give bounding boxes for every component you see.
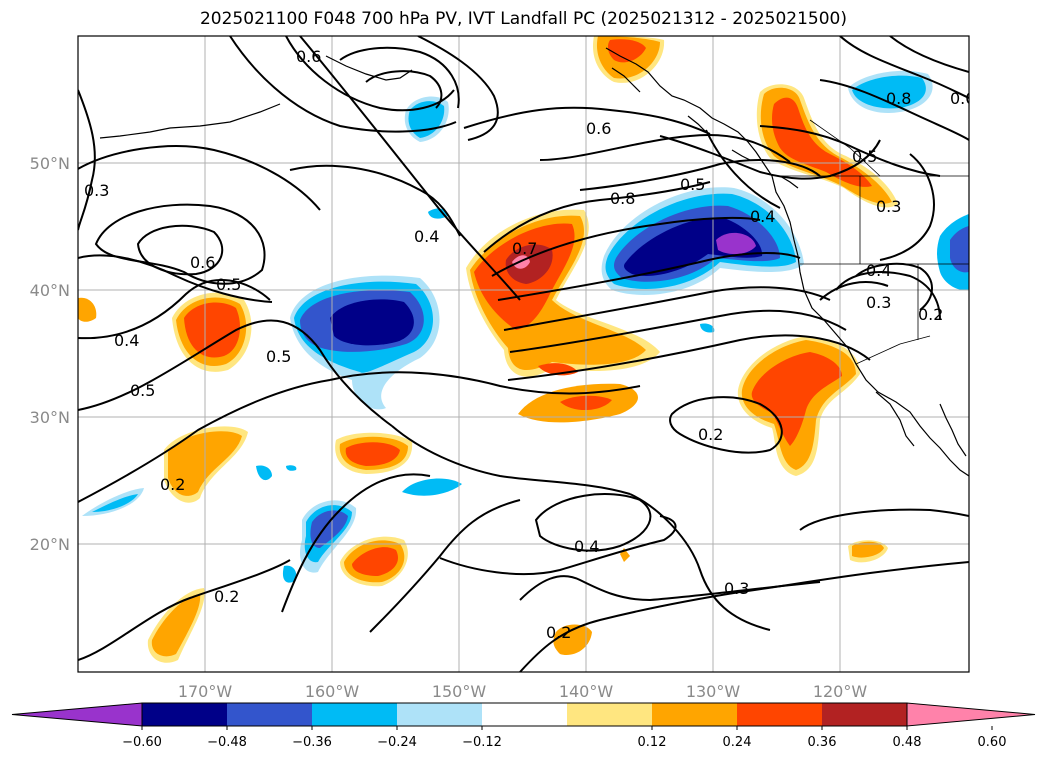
- colorbar-segment: [567, 703, 652, 726]
- lon-label: 120°W: [813, 682, 868, 701]
- contour-label: 0.5: [680, 175, 705, 194]
- colorbar-segment: [822, 703, 907, 726]
- lon-label: 130°W: [686, 682, 741, 701]
- colorbar-tick-label: 0.24: [723, 735, 752, 750]
- contour-label: 0.3: [866, 293, 891, 312]
- contour-label: 0.8: [886, 89, 911, 108]
- lon-label: 150°W: [432, 682, 487, 701]
- contour-label: 0.0: [950, 89, 975, 108]
- lat-label: 50°N: [30, 154, 70, 173]
- lon-label: 160°W: [305, 682, 360, 701]
- contour-label: 0.7: [512, 239, 537, 258]
- colorbar-tick-label: −0.36: [292, 735, 332, 750]
- lat-label: 30°N: [30, 408, 70, 427]
- colorbar-tick-label: −0.48: [207, 735, 247, 750]
- lon-label: 170°W: [178, 682, 233, 701]
- contour-lines: [78, 36, 969, 672]
- contour-label: 0.5: [216, 275, 241, 294]
- colorbar-tick-label: −0.24: [377, 735, 417, 750]
- positive-anomaly-coast: [737, 336, 860, 476]
- colorbar-tick-label: −0.60: [122, 735, 162, 750]
- colorbar-tick-label: −0.12: [462, 735, 502, 750]
- contour-label: 0.4: [574, 537, 599, 556]
- colorbar-segment: [737, 703, 822, 726]
- contour-label: 0.6: [586, 119, 611, 138]
- lon-label: 140°W: [559, 682, 614, 701]
- contour-label: 0.2: [698, 425, 723, 444]
- contour-label: 0.8: [610, 189, 635, 208]
- lat-label: 20°N: [30, 535, 70, 554]
- colorbar-segment: [312, 703, 397, 726]
- contour-label: 0.3: [724, 579, 749, 598]
- contour-label: 0.5: [130, 381, 155, 400]
- contour-label: 0.5: [852, 147, 877, 166]
- colorbar-tick-label: 0.12: [638, 735, 667, 750]
- coastlines: [99, 47, 969, 477]
- contour-label: 0.4: [114, 331, 139, 350]
- contour-label: 0.4: [866, 261, 891, 280]
- contour-label: 0.3: [876, 197, 901, 216]
- lon-labels: 170°W 160°W 150°W 140°W 130°W 120°W: [178, 682, 868, 701]
- contour-label: 0.3: [84, 181, 109, 200]
- colorbar-extend-max: [906, 702, 1036, 727]
- colorbar-extend-min: [11, 702, 143, 727]
- positive-anomaly-edge: [78, 297, 97, 322]
- contour-label: 0.6: [190, 253, 215, 272]
- negative-anomaly-small: [402, 478, 462, 496]
- positive-anomaly-tropics: [340, 536, 408, 587]
- colorbar-tick-label: 0.36: [808, 735, 837, 750]
- lat-labels: 50°N 40°N 30°N 20°N: [30, 154, 70, 554]
- positive-anomaly-141w: [553, 624, 592, 656]
- lat-label: 40°N: [30, 281, 70, 300]
- negative-anomaly-dot: [428, 208, 448, 219]
- colorbar-segment: [482, 703, 567, 726]
- negative-anomaly-central: [290, 275, 440, 410]
- contour-label: 0.6: [296, 47, 321, 66]
- contour-label: 0.2: [160, 475, 185, 494]
- borders: [776, 119, 969, 365]
- positive-anomaly-south: [335, 432, 413, 474]
- negative-anomaly-tropics: [256, 465, 357, 583]
- colorbar-segment: [142, 703, 227, 726]
- colorbar-tick-label: 0.60: [978, 735, 1007, 750]
- map-title: 2025021100 F048 700 hPa PV, IVT Landfall…: [199, 9, 847, 29]
- contour-label: 0.5: [266, 347, 291, 366]
- contour-label: 0.4: [414, 227, 439, 246]
- map-frame: [77, 35, 970, 673]
- contour-label: 0.4: [750, 207, 775, 226]
- colorbar-segment: [227, 703, 312, 726]
- colorbar-frame: [141, 702, 908, 727]
- colorbar-segment: [652, 703, 737, 726]
- colorbar-tick-label: 0.48: [893, 735, 922, 750]
- contour-label: 0.2: [918, 305, 943, 324]
- colorbar-segment: [397, 703, 482, 726]
- contour-labels: 0.6 0.5 0.4 0.5 0.5 0.3 0.2 0.2 0.6 0.4 …: [84, 47, 975, 642]
- contour-label: 0.2: [214, 587, 239, 606]
- colorbar: −0.60 −0.48 −0.36 −0.24 −0.12 0.12 0.24 0.36 0.4…: [11, 702, 1036, 750]
- positive-anomaly-west: [172, 292, 252, 372]
- map-panel: 0.6 0.5 0.4 0.5 0.5 0.3 0.2 0.2 0.6 0.4 …: [78, 36, 975, 672]
- contour-label: 0.2: [546, 623, 571, 642]
- shaded-field: [78, 36, 969, 663]
